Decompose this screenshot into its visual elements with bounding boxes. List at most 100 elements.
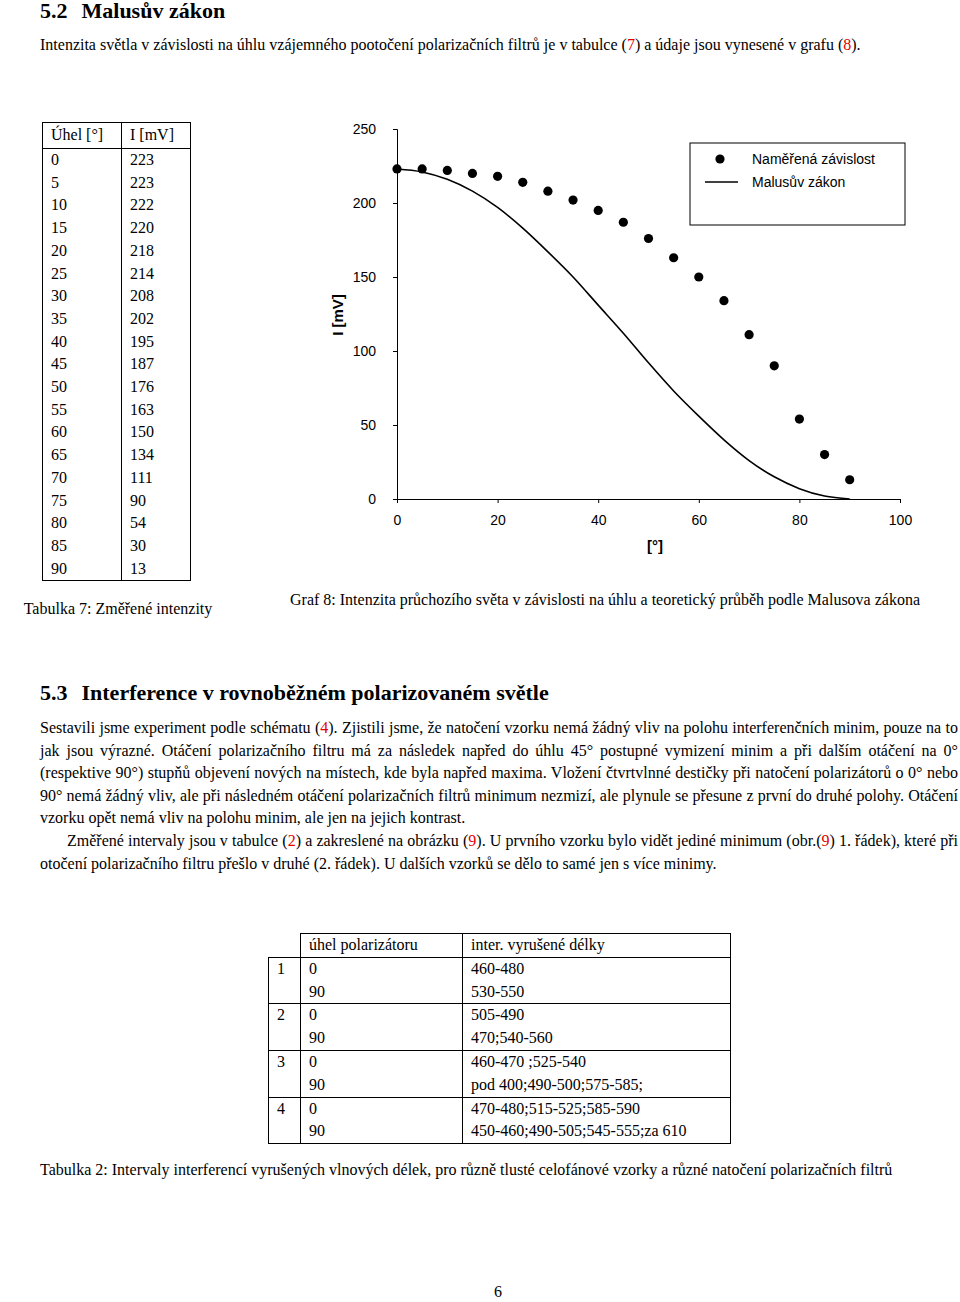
- table-cell: 90: [122, 490, 191, 513]
- tick-mark: [699, 499, 700, 503]
- table-cell: 80: [43, 512, 122, 535]
- tick-label: 0: [394, 512, 402, 528]
- table-cell: 55: [43, 399, 122, 422]
- tick: 200: [353, 195, 397, 211]
- table-cell: 176: [122, 376, 191, 399]
- paragraph: Intenzita světla v závislosti na úhlu vz…: [40, 34, 958, 57]
- data-point: [719, 296, 728, 305]
- table-cell: 208: [122, 285, 191, 308]
- tick-label: 20: [490, 512, 506, 528]
- tick: 150: [353, 269, 397, 285]
- table-header: Úhel [°]: [43, 123, 122, 149]
- paragraph: Změřené intervaly jsou v tabulce (2) a z…: [40, 830, 958, 875]
- table-cell: 460-470 ;525-540: [463, 1050, 731, 1073]
- table-cell: 10: [43, 194, 122, 217]
- table-cell: 218: [122, 240, 191, 263]
- table-cell: 75: [43, 490, 122, 513]
- table-cell: 90: [301, 1027, 463, 1050]
- data-point: [594, 206, 603, 215]
- tick-label: 60: [692, 512, 708, 528]
- section-number: 5.3: [40, 680, 68, 705]
- tick-label: 250: [353, 121, 377, 137]
- tick-label: 200: [353, 195, 377, 211]
- tick-label: 40: [591, 512, 607, 528]
- table-header: úhel polarizátoru: [301, 934, 463, 958]
- table-cell: 450-460;490-505;545-555;za 610: [463, 1120, 731, 1143]
- data-point: [820, 450, 829, 459]
- legend-frame: [690, 143, 905, 225]
- figure-caption: Graf 8: Intenzita průchozího světa v záv…: [290, 589, 940, 611]
- text-run: ) a zakreslené na obrázku (: [296, 832, 469, 849]
- table-header-blank: [269, 934, 301, 958]
- table-cell: 195: [122, 331, 191, 354]
- table-cell: 222: [122, 194, 191, 217]
- tick: 0: [368, 491, 397, 507]
- table-cell: 3: [269, 1050, 301, 1097]
- text-run: Změřené intervaly jsou v tabulce (: [67, 832, 288, 849]
- table: úhel polarizátoruinter. vyrušené délky10…: [268, 933, 731, 1144]
- section-title: Malusův zákon: [82, 0, 226, 23]
- tick-mark: [393, 351, 397, 352]
- legend-label: Naměřená závislost: [752, 151, 875, 167]
- table-frame: Úhel [°]I [mV]02235223102221522020218252…: [42, 122, 191, 581]
- table-cell: 2: [269, 1004, 301, 1051]
- text-run: ). U prvního vzorku bylo vidět jediné mi…: [476, 832, 821, 849]
- x-axis: 020406080100: [394, 499, 913, 528]
- text-run: ).: [851, 36, 860, 53]
- table-cell: 0: [43, 149, 122, 172]
- table-cell: 45: [43, 353, 122, 376]
- table-cell: 134: [122, 444, 191, 467]
- table-cell: 505-490: [463, 1004, 731, 1027]
- table-cell: 40: [43, 331, 122, 354]
- section-heading: 5.2 Malusův zákon: [40, 0, 225, 24]
- text-run: Intenzita světla v závislosti na úhlu vz…: [40, 36, 627, 53]
- tick-label: 100: [889, 512, 913, 528]
- legend-line: [705, 181, 738, 183]
- data-point: [845, 475, 854, 484]
- y-axis-title: I [mV]: [329, 294, 346, 336]
- tick-mark: [393, 277, 397, 278]
- table-cell: 1: [269, 957, 301, 1004]
- tick-label: 0: [368, 491, 376, 507]
- section-number: 5.2: [40, 0, 68, 23]
- section-body: Sestavili jsme experiment podle schématu…: [40, 717, 958, 875]
- text-run: Sestavili jsme experiment podle schématu…: [40, 719, 320, 736]
- table-cell: 35: [43, 308, 122, 331]
- table-header: I [mV]: [122, 123, 191, 149]
- tick: 60: [692, 499, 708, 528]
- table-cell: 0: [301, 1004, 463, 1027]
- axis-line: [398, 500, 901, 504]
- reference: 2: [288, 832, 296, 849]
- legend-marker: [715, 154, 724, 163]
- table-cell: 0: [301, 1097, 463, 1120]
- data-point: [468, 169, 477, 178]
- data-point: [493, 172, 502, 181]
- tick: 20: [490, 499, 506, 528]
- table-cell: 163: [122, 399, 191, 422]
- data-point: [694, 272, 703, 281]
- table-cell: 202: [122, 308, 191, 331]
- tick: 40: [591, 499, 607, 528]
- page-number: 6: [478, 1283, 518, 1301]
- table-cell: 220: [122, 217, 191, 240]
- data-point: [543, 187, 552, 196]
- reference: 9: [821, 832, 829, 849]
- tick-label: 100: [353, 343, 377, 359]
- table-cell: 70: [43, 467, 122, 490]
- data-point: [619, 218, 628, 227]
- table-cell: 0: [301, 1050, 463, 1073]
- table-cell: 13: [122, 558, 191, 581]
- data-point: [745, 330, 754, 339]
- reference: 8: [843, 36, 851, 53]
- table-cell: 25: [43, 263, 122, 286]
- table-cell: 5: [43, 172, 122, 195]
- paragraph: Sestavili jsme experiment podle schématu…: [40, 717, 958, 830]
- tick-mark: [393, 425, 397, 426]
- data-point: [795, 414, 804, 423]
- table-cell: 90: [301, 981, 463, 1004]
- tick-mark: [393, 499, 397, 500]
- table-cell: 60: [43, 421, 122, 444]
- data-point: [770, 361, 779, 370]
- data-point: [443, 166, 452, 175]
- table-cell: 90: [301, 1074, 463, 1097]
